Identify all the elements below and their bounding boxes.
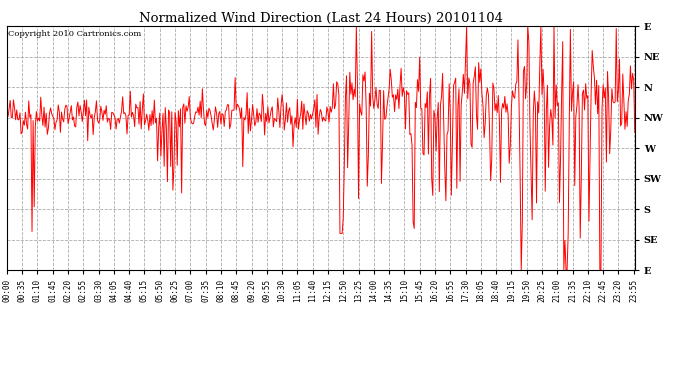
Text: Copyright 2010 Cartronics.com: Copyright 2010 Cartronics.com <box>8 30 141 38</box>
Title: Normalized Wind Direction (Last 24 Hours) 20101104: Normalized Wind Direction (Last 24 Hours… <box>139 12 503 25</box>
